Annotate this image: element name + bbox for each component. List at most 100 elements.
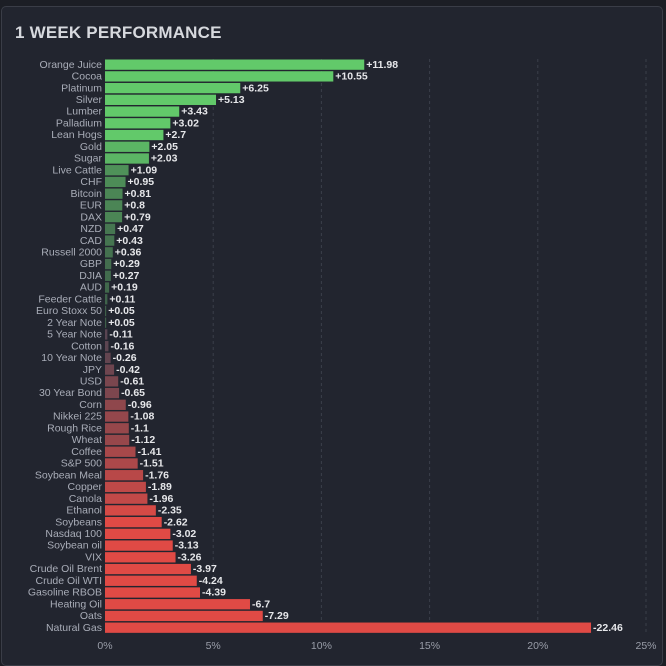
- value-label: -3.26: [178, 551, 202, 563]
- value-label: +0.11: [109, 293, 135, 305]
- value-label: -1.76: [145, 469, 169, 481]
- bar: [105, 540, 173, 551]
- category-label: 30 Year Bond: [39, 387, 102, 399]
- category-label: Cotton: [71, 340, 102, 352]
- bar: [105, 575, 197, 586]
- bar: [105, 153, 149, 164]
- bar: [105, 505, 156, 516]
- bar: [105, 82, 241, 94]
- category-label: Palladium: [56, 117, 102, 129]
- value-label: +0.27: [113, 270, 140, 282]
- x-tick-label: 25%: [635, 640, 656, 652]
- category-label: CHF: [80, 176, 102, 188]
- bar: [105, 294, 108, 305]
- chart-title: 1 WEEK PERFORMANCE: [15, 23, 222, 42]
- value-label: +0.81: [125, 188, 152, 200]
- category-label: Crude Oil WTI: [35, 575, 102, 587]
- bar: [105, 387, 120, 399]
- category-label: Ethanol: [66, 505, 102, 517]
- category-label: Rough Rice: [47, 422, 102, 434]
- value-label: -1.89: [148, 481, 172, 493]
- value-label: -0.42: [116, 364, 140, 376]
- bar: [105, 563, 191, 575]
- value-label: -1.51: [140, 458, 164, 470]
- category-label: Lumber: [66, 106, 102, 118]
- value-label: +3.43: [181, 106, 208, 118]
- category-label: Oats: [80, 610, 102, 622]
- category-label: Crude Oil Brent: [30, 563, 102, 575]
- value-label: +0.8: [124, 200, 145, 212]
- bar: [105, 211, 123, 223]
- value-label: +0.36: [115, 246, 142, 258]
- value-label: -1.1: [131, 422, 149, 434]
- bar: [105, 493, 148, 504]
- bar: [105, 59, 365, 70]
- bar: [105, 411, 129, 422]
- bar: [105, 446, 136, 457]
- category-label: Lean Hogs: [51, 129, 102, 141]
- category-label: Coffee: [71, 446, 102, 458]
- value-label: -2.62: [164, 516, 188, 528]
- category-label: Gasoline RBOB: [28, 587, 102, 599]
- x-tick-label: 20%: [527, 640, 548, 652]
- value-label: +1.09: [131, 164, 158, 176]
- value-label: -0.61: [120, 376, 144, 388]
- category-label: Copper: [68, 481, 103, 493]
- value-label: +0.05: [108, 317, 135, 329]
- bar: [105, 106, 180, 117]
- value-label: +0.47: [117, 223, 144, 235]
- value-label: +3.02: [172, 117, 199, 129]
- value-label: -0.11: [109, 329, 133, 341]
- value-label: -6.7: [252, 598, 270, 610]
- category-label: Cocoa: [72, 71, 103, 83]
- category-label: Euro Stoxx 50: [36, 305, 102, 317]
- category-label: Soybean oil: [47, 540, 102, 552]
- category-label: Heating Oil: [50, 598, 102, 610]
- value-label: +5.13: [218, 94, 245, 106]
- value-label: -3.13: [175, 540, 199, 552]
- bar: [105, 71, 334, 82]
- category-label: Silver: [76, 94, 103, 106]
- value-label: -1.41: [138, 446, 162, 458]
- x-tick-label: 0%: [97, 640, 112, 652]
- value-label: +0.05: [108, 305, 135, 317]
- bar: [105, 516, 162, 528]
- bar: [105, 94, 217, 105]
- category-label: Sugar: [74, 153, 103, 165]
- bar: [105, 423, 129, 434]
- category-label: S&P 500: [61, 458, 102, 470]
- category-label: Wheat: [72, 434, 102, 446]
- bar: [105, 364, 115, 375]
- category-label: Nasdaq 100: [45, 528, 102, 540]
- bar: [105, 399, 126, 410]
- bar: [105, 434, 130, 446]
- value-label: +0.29: [113, 258, 140, 270]
- bar: [105, 470, 144, 481]
- category-label: VIX: [85, 551, 102, 563]
- bar: [105, 622, 592, 633]
- value-label: +6.25: [242, 82, 269, 94]
- value-label: +0.95: [128, 176, 155, 188]
- bar: [105, 376, 119, 387]
- category-label: Soybeans: [55, 516, 102, 528]
- category-label: Feeder Cattle: [38, 293, 102, 305]
- bar: [105, 587, 200, 598]
- bar: [105, 329, 108, 340]
- x-tick-label: 5%: [206, 640, 221, 652]
- bar: [105, 247, 113, 258]
- category-label: Soybean Meal: [35, 469, 102, 481]
- category-label: USD: [80, 376, 103, 388]
- value-label: +0.79: [124, 211, 151, 223]
- value-label: +2.7: [165, 129, 186, 141]
- bar: [105, 458, 138, 469]
- bar: [105, 176, 126, 188]
- category-label: AUD: [80, 282, 103, 294]
- category-label: JPY: [83, 364, 102, 376]
- value-label: -2.35: [158, 505, 182, 517]
- bar: [105, 258, 112, 270]
- category-label: NZD: [80, 223, 102, 235]
- x-tick-label: 15%: [419, 640, 440, 652]
- value-label: +0.43: [116, 235, 143, 247]
- value-label: -3.02: [172, 528, 196, 540]
- value-label: +2.03: [151, 153, 178, 165]
